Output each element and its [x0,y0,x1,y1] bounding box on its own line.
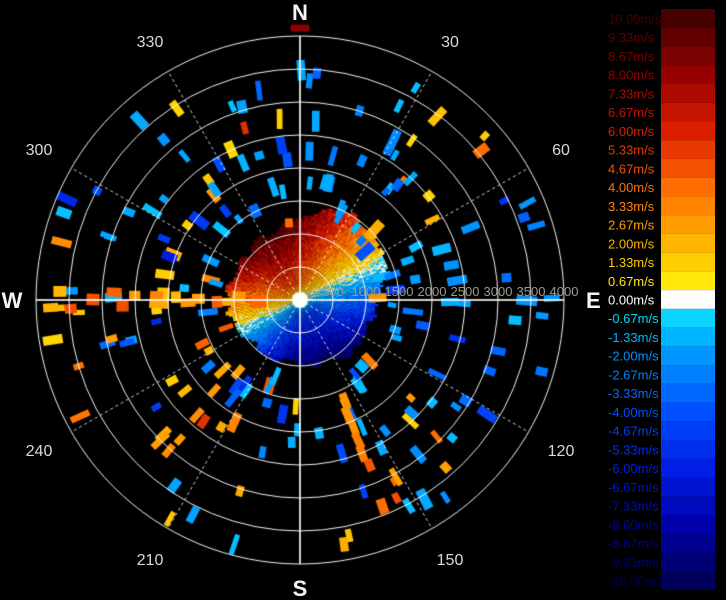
svg-text:3.33m/s: 3.33m/s [608,199,655,214]
svg-text:-9.33m/s: -9.33m/s [608,555,659,570]
svg-text:2.67m/s: 2.67m/s [608,218,655,233]
svg-text:8.00m/s: 8.00m/s [608,68,655,83]
svg-text:300: 300 [26,142,53,159]
svg-text:-1.33m/s: -1.33m/s [608,330,659,345]
svg-text:-7.33m/s: -7.33m/s [608,499,659,514]
svg-text:9.33m/s: 9.33m/s [608,30,655,45]
svg-text:240: 240 [26,443,53,460]
svg-text:1500: 1500 [385,284,414,299]
svg-text:-2.00m/s: -2.00m/s [608,349,659,364]
svg-text:120: 120 [548,443,575,460]
svg-text:-4.67m/s: -4.67m/s [608,424,659,439]
svg-text:3500: 3500 [517,284,546,299]
svg-text:-6.00m/s: -6.00m/s [608,461,659,476]
svg-text:4.67m/s: 4.67m/s [608,161,655,176]
svg-text:10.00m/s: 10.00m/s [608,11,662,26]
svg-text:2.00m/s: 2.00m/s [608,236,655,251]
svg-text:210: 210 [137,552,164,569]
svg-text:S: S [293,576,308,600]
svg-text:5.33m/s: 5.33m/s [608,143,655,158]
svg-text:4000: 4000 [550,284,579,299]
svg-text:-8.00m/s: -8.00m/s [608,517,659,532]
svg-text:-4.00m/s: -4.00m/s [608,405,659,420]
svg-text:8.67m/s: 8.67m/s [608,49,655,64]
svg-text:-8.67m/s: -8.67m/s [608,536,659,551]
svg-text:7.33m/s: 7.33m/s [608,86,655,101]
svg-text:-0.67m/s: -0.67m/s [608,311,659,326]
svg-text:6.67m/s: 6.67m/s [608,105,655,120]
svg-text:4.00m/s: 4.00m/s [608,180,655,195]
svg-text:N: N [292,0,308,25]
svg-text:150: 150 [437,552,464,569]
svg-text:-10.00m/s: -10.00m/s [608,574,666,589]
svg-text:1.33m/s: 1.33m/s [608,255,655,270]
svg-text:60: 60 [552,142,570,159]
svg-text:2000: 2000 [418,284,447,299]
svg-text:500: 500 [322,284,344,299]
svg-text:0.67m/s: 0.67m/s [608,274,655,289]
svg-text:-3.33m/s: -3.33m/s [608,386,659,401]
svg-text:W: W [2,288,23,313]
svg-text:1000: 1000 [352,284,381,299]
svg-text:E: E [586,288,601,313]
svg-text:6.00m/s: 6.00m/s [608,124,655,139]
svg-text:3000: 3000 [484,284,513,299]
svg-text:0.00m/s: 0.00m/s [608,293,655,308]
svg-text:-6.67m/s: -6.67m/s [608,480,659,495]
svg-text:-2.67m/s: -2.67m/s [608,367,659,382]
svg-text:330: 330 [137,34,164,51]
svg-text:2500: 2500 [451,284,480,299]
svg-text:-5.33m/s: -5.33m/s [608,442,659,457]
svg-text:30: 30 [441,34,459,51]
